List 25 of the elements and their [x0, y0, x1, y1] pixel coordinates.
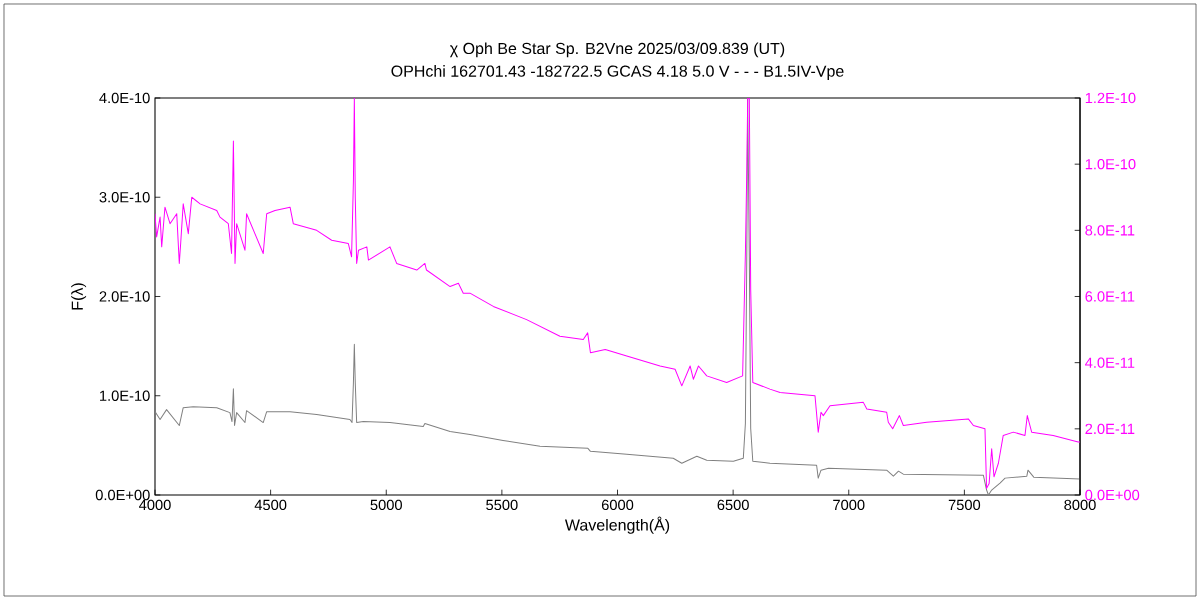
chart-title: χ Oph Be Star Sp. B2Vne 2025/03/09.839 (UT) [449, 42, 785, 58]
y-axis-title: F(λ) [71, 283, 87, 310]
x-tick-label: 7000 [833, 499, 865, 511]
y2-tick-label: 6.0E-11 [1085, 291, 1135, 302]
y2-tick-label: 1.2E-10 [1085, 92, 1136, 104]
y2-tick-label: 4.0E-11 [1085, 357, 1135, 368]
y-tick-label: 2.0E-10 [99, 291, 150, 302]
y2-tick-label: 8.0E-11 [1085, 225, 1135, 236]
x-tick-label: 5500 [486, 499, 518, 511]
x-tick-label: 8000 [1064, 499, 1096, 511]
x-tick-label: 7500 [948, 499, 981, 511]
x-tick-label: 6500 [717, 499, 749, 511]
y2-tick-label: 1.0E-10 [1085, 158, 1136, 170]
x-tick-label: 5000 [370, 499, 402, 511]
x-tick-label: 6000 [601, 499, 634, 511]
y-tick-label: 4.0E-10 [99, 92, 150, 104]
y-tick-label: 1.0E-10 [100, 390, 150, 401]
x-tick-label: 4000 [139, 499, 171, 511]
y2-tick-label: 2.0E-11 [1085, 423, 1135, 435]
y-tick-label: 3.0E-10 [99, 192, 150, 203]
y-tick-label: 0.0E+00 [95, 489, 150, 501]
chart-subtitle: OPHchi 162701.43 -182722.5 GCAS 4.18 5.0 V - - - B1.5IV-Vpe [391, 65, 844, 80]
x-tick-label: 4500 [254, 499, 287, 511]
x-axis-title: Wavelength(Å) [564, 516, 670, 534]
y2-tick-label: 0.0E+00 [1085, 489, 1140, 501]
